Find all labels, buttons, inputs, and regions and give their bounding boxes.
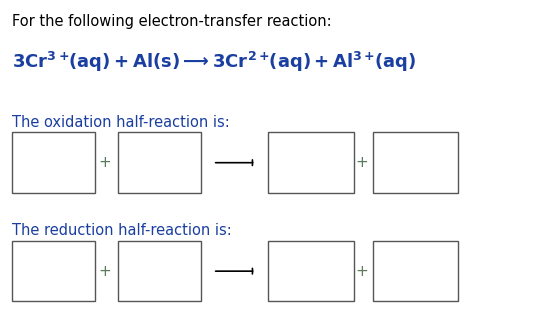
Text: +: + (99, 155, 111, 170)
Bar (12, 132, 95, 193)
Text: +: + (99, 263, 111, 279)
Bar (12, 241, 95, 301)
Text: For the following electron-transfer reaction:: For the following electron-transfer reac… (12, 14, 331, 29)
Text: The reduction half-reaction is:: The reduction half-reaction is: (12, 223, 232, 238)
Bar (373, 132, 458, 193)
Text: +: + (355, 155, 368, 170)
Bar (373, 241, 458, 301)
Bar (268, 132, 354, 193)
Text: +: + (355, 263, 368, 279)
Bar (118, 132, 201, 193)
Text: The oxidation half-reaction is:: The oxidation half-reaction is: (12, 115, 229, 130)
Bar (118, 241, 201, 301)
Text: $\mathit{\mathbf{3Cr^{3+}\!(aq) + Al(s) \longrightarrow 3Cr^{2+}\!(aq) + Al^{3+}: $\mathit{\mathbf{3Cr^{3+}\!(aq) + Al(s) … (12, 49, 416, 74)
Bar (268, 241, 354, 301)
